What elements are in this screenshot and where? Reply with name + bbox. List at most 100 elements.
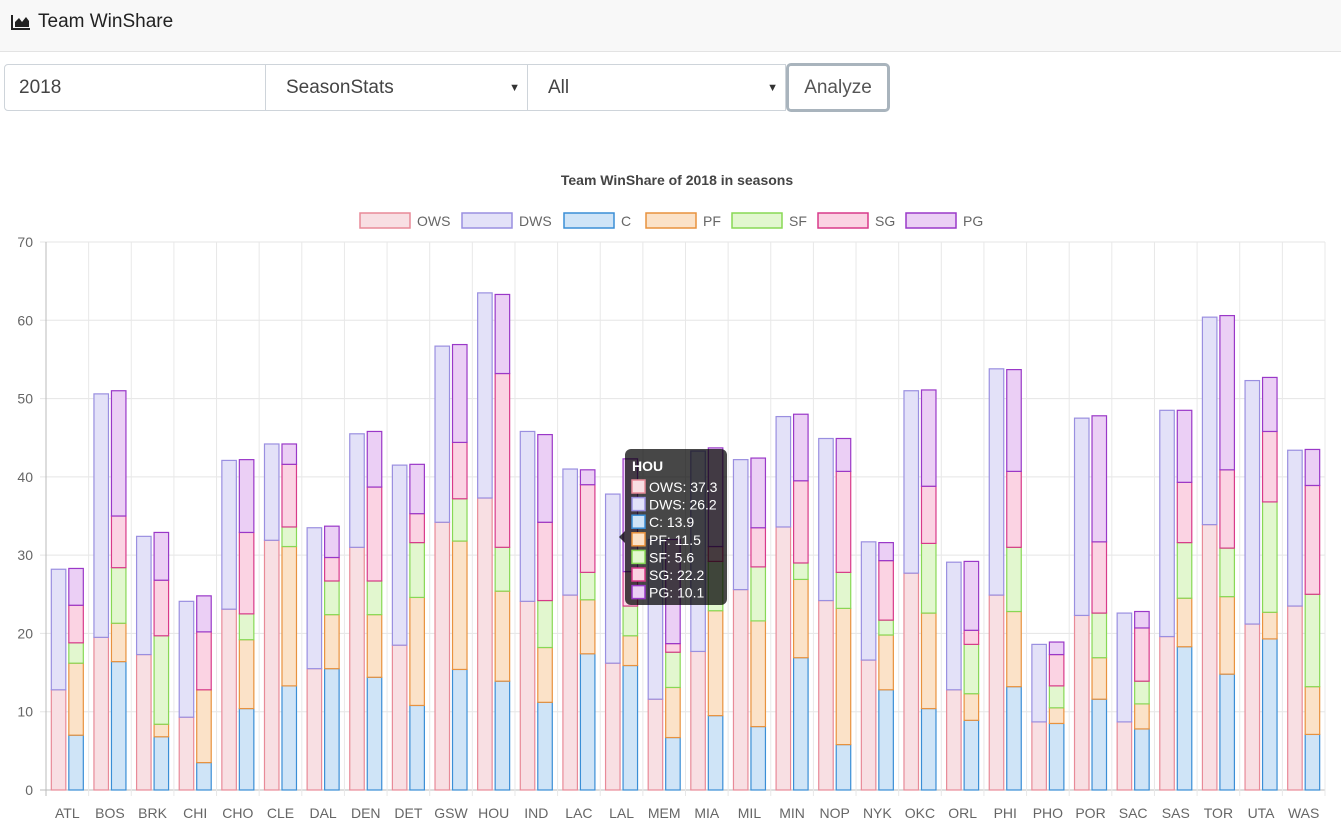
- bar-hou-sg: [494, 372, 511, 548]
- bar-gsw-dws: [434, 345, 451, 523]
- chevron-down-icon: ▼: [767, 82, 778, 94]
- bar-cho-sg: [238, 531, 255, 615]
- bar-atl-pg: [68, 567, 84, 606]
- x-tick-label: NYK: [863, 805, 892, 821]
- bar-mil-c: [750, 725, 767, 791]
- bar-mil-sf: [750, 566, 767, 622]
- bar-nop-sg: [835, 470, 852, 573]
- bar-hou-dws: [477, 292, 493, 499]
- tooltip-line-ows: OWS: 37.3: [649, 479, 718, 495]
- x-tick-label: BRK: [138, 805, 167, 821]
- tooltip-swatch-c: [631, 514, 646, 529]
- bar-was-c: [1304, 733, 1321, 791]
- bar-lac-sg: [579, 484, 596, 573]
- bar-ind-sf: [537, 599, 553, 649]
- bar-nyk-sg: [878, 560, 894, 621]
- y-tick-label: 10: [17, 704, 33, 720]
- bar-was-ows: [1287, 605, 1303, 791]
- bar-mil-dws: [732, 459, 749, 591]
- bar-phi-sg: [1006, 470, 1022, 548]
- legend-label-ows: OWS: [417, 213, 450, 229]
- bar-okc-sf: [920, 542, 937, 614]
- y-tick-label: 30: [17, 547, 33, 563]
- x-tick-label: CHO: [222, 805, 253, 821]
- bar-atl-dws: [50, 568, 67, 691]
- bar-por-dws: [1073, 417, 1090, 617]
- bar-cle-ows: [263, 539, 280, 791]
- stat-select-value: SeasonStats: [286, 76, 394, 98]
- legend-swatch-pf: [645, 212, 697, 229]
- bar-nyk-pg: [878, 542, 894, 562]
- bar-lal-c: [622, 664, 639, 791]
- bar-atl-sf: [68, 642, 84, 664]
- bar-por-pg: [1091, 415, 1108, 543]
- legend-label-sg: SG: [875, 213, 895, 229]
- brand[interactable]: Team WinShare: [11, 11, 173, 33]
- bar-chi-sg: [196, 631, 212, 691]
- tooltip-line-dws: DWS: 26.2: [649, 497, 717, 513]
- bar-orl-c: [963, 719, 980, 791]
- bar-tor-pf: [1219, 596, 1236, 675]
- legend-label-pg: PG: [963, 213, 983, 229]
- bar-min-ows: [775, 526, 792, 791]
- year-input[interactable]: 2018: [4, 64, 266, 111]
- bar-sac-pg: [1134, 610, 1150, 629]
- bar-dal-sg: [324, 556, 340, 582]
- tooltip-box: [625, 449, 727, 605]
- winshare-chart: Team WinShare of 2018 in seasons OWS DWS C P…: [17, 172, 1326, 821]
- legend-swatch-pg: [905, 212, 957, 229]
- legend-swatch-ows: [359, 212, 411, 229]
- bar-min-sg: [792, 480, 809, 564]
- bar-phi-pf: [1006, 610, 1022, 688]
- x-tick-label: CHI: [183, 805, 207, 821]
- tooltip-line-sg: SG: 22.2: [649, 567, 704, 583]
- bar-was-pf: [1304, 686, 1321, 736]
- bar-gsw-sf: [451, 498, 468, 542]
- bar-den-sg: [366, 486, 383, 582]
- bar-cho-pg: [238, 459, 255, 534]
- bar-por-sf: [1091, 612, 1108, 659]
- bar-tor-ows: [1201, 524, 1218, 791]
- bar-min-sf: [792, 562, 809, 581]
- bar-cho-ows: [221, 608, 237, 791]
- x-tick-label: NOP: [820, 805, 850, 821]
- y-tick-label: 60: [17, 312, 33, 328]
- filter-select[interactable]: All ▼: [528, 64, 786, 111]
- bar-uta-sf: [1261, 501, 1278, 613]
- bar-bos-dws: [93, 393, 110, 638]
- bar-hou-sf: [494, 546, 511, 592]
- bar-cle-dws: [263, 443, 280, 541]
- bar-brk-ows: [135, 653, 152, 791]
- bar-pho-sg: [1048, 653, 1065, 687]
- legend-swatch-sf: [731, 212, 783, 229]
- bar-min-pf: [792, 578, 809, 659]
- bar-ind-sg: [537, 521, 553, 602]
- bar-ind-dws: [519, 430, 536, 602]
- bar-den-dws: [349, 433, 365, 548]
- bar-brk-c: [153, 736, 170, 791]
- bar-gsw-pg: [451, 343, 468, 444]
- bar-sac-c: [1134, 728, 1150, 791]
- bar-lac-c: [579, 653, 596, 791]
- legend-swatch-dws: [461, 212, 513, 229]
- bar-uta-pg: [1261, 376, 1278, 433]
- bar-phi-ows: [988, 594, 1005, 791]
- bar-atl-c: [68, 734, 84, 791]
- bar-orl-sg: [963, 629, 980, 645]
- bar-sas-pg: [1176, 409, 1193, 483]
- bar-was-sg: [1304, 484, 1321, 595]
- tooltip-caret: [619, 531, 625, 543]
- year-value: 2018: [19, 76, 62, 98]
- stat-select[interactable]: SeasonStats ▼: [266, 64, 528, 111]
- x-tick-label: DEN: [351, 805, 381, 821]
- legend-label-sf: SF: [789, 213, 807, 229]
- bar-hou-pf: [494, 590, 511, 682]
- bar-den-pg: [366, 430, 383, 488]
- bar-mem-ows: [647, 698, 664, 791]
- analyze-button[interactable]: Analyze: [786, 63, 890, 112]
- bar-lac-sf: [579, 571, 596, 601]
- x-tick-label: LAC: [565, 805, 592, 821]
- bar-cle-c: [281, 685, 298, 791]
- area-chart-icon: [11, 15, 30, 30]
- bar-pho-ows: [1031, 721, 1047, 791]
